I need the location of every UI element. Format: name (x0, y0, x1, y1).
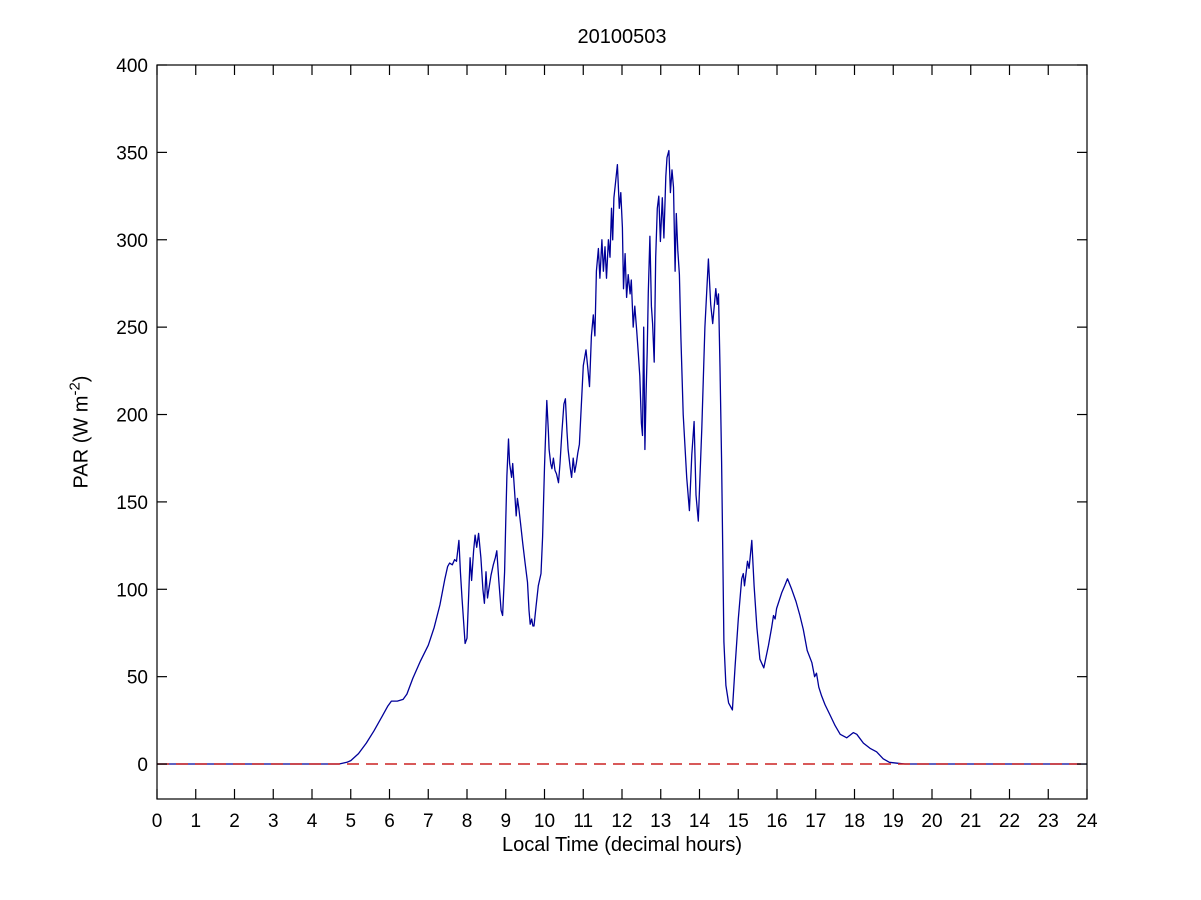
x-tick-label: 10 (534, 811, 555, 832)
x-axis-label: Local Time (decimal hours) (501, 834, 743, 856)
x-tick-label: 14 (689, 811, 711, 832)
y-axis-label: PAR (W m-2) (67, 375, 94, 489)
axes-box (156, 64, 1088, 800)
x-tick-label: 1 (190, 811, 201, 832)
x-tick-label: 22 (999, 811, 1020, 832)
y-tick-label: 100 (116, 580, 148, 601)
x-tick-label: 6 (384, 811, 395, 832)
x-tick-label: 9 (500, 811, 511, 832)
x-tick-label: 4 (307, 811, 318, 832)
x-tick-label: 21 (960, 811, 981, 832)
x-tick-label: 20 (921, 811, 942, 832)
x-tick-label: 23 (1038, 811, 1059, 832)
y-tick-label: 150 (116, 493, 148, 514)
x-tick-label: 24 (1076, 811, 1098, 832)
x-tick-label: 17 (805, 811, 826, 832)
x-tick-label: 0 (152, 811, 163, 832)
y-axis-label-close: ) (70, 375, 93, 383)
x-tick-label: 18 (844, 811, 865, 832)
x-tick-label: 7 (423, 811, 434, 832)
y-axis-label-superscript: -2 (66, 382, 84, 396)
chart-title: 20100503 (577, 26, 667, 48)
x-tick-label: 11 (573, 811, 593, 832)
x-tick-label: 8 (462, 811, 473, 832)
x-tick-label: 19 (883, 811, 904, 832)
y-tick-label: 50 (127, 668, 148, 689)
y-tick-label: 400 (116, 56, 148, 77)
x-tick-label: 16 (766, 811, 787, 832)
x-tick-label: 13 (650, 811, 671, 832)
x-tick-label: 5 (345, 811, 356, 832)
y-tick-label: 350 (116, 143, 148, 164)
y-axis-label-text: PAR (W m (70, 395, 93, 489)
x-tick-label: 15 (728, 811, 749, 832)
x-tick-label: 12 (611, 811, 632, 832)
y-tick-label: 0 (137, 755, 148, 776)
y-tick-label: 250 (116, 318, 148, 339)
x-tick-label: 2 (229, 811, 240, 832)
y-tick-label: 300 (116, 231, 148, 252)
x-tick-label: 3 (268, 811, 279, 832)
y-tick-label: 200 (116, 406, 148, 427)
par-line (157, 149, 1087, 765)
